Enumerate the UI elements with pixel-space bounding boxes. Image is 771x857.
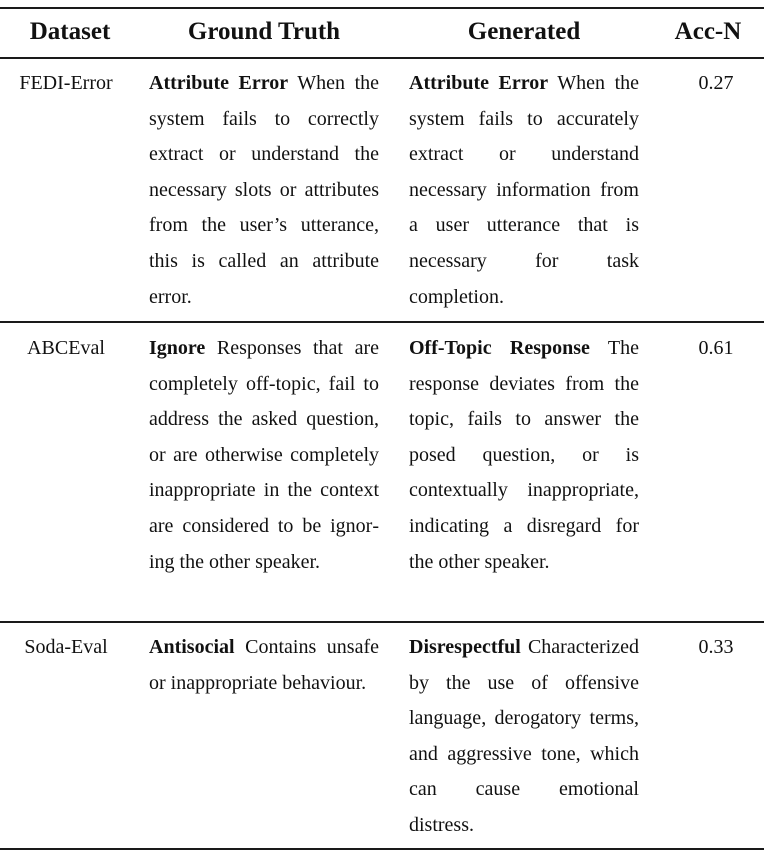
top-rule (0, 7, 764, 9)
ground-truth-definition: Responses that are completely off-topic,… (149, 337, 379, 573)
header-ground-truth: Ground Truth (187, 18, 341, 45)
dataset-cell: FEDI-Error (19, 72, 113, 94)
ground-truth-definition: Contains un­safe or inappropriate be­hav… (149, 636, 379, 694)
ground-truth-cell: Ignore Responses that are completely off… (149, 331, 379, 580)
generated-definition: When the system fails to accu­rately ext… (409, 72, 640, 308)
ground-truth-term: Attribute Error (149, 72, 289, 94)
header-acc-n: Acc-N (674, 18, 742, 45)
acc-n-cell: 0.27 (698, 72, 734, 94)
dataset-cell: ABCEval (27, 337, 105, 359)
ground-truth-definition: When the system fails to cor­rectly extr… (149, 72, 380, 308)
acc-n-cell: 0.33 (698, 636, 734, 658)
header-dataset: Dataset (29, 18, 111, 45)
ground-truth-cell: Attribute Error When the system fails to… (149, 66, 379, 315)
row-rule (0, 321, 764, 323)
generated-definition: The response deviates from the topic, fa… (409, 337, 639, 573)
header-rule (0, 57, 764, 59)
ground-truth-term: Antisocial (149, 636, 235, 658)
dataset-cell: Soda-Eval (24, 636, 108, 658)
bottom-rule (0, 848, 764, 850)
generated-term: Disrespectful (409, 636, 521, 658)
generated-cell: Attribute Error When the system fails to… (409, 66, 639, 315)
generated-definition: Character­ized by the use of offen­sive … (409, 636, 639, 836)
generated-term: Attribute Error (409, 72, 549, 94)
generated-cell: Disrespectful Character­ized by the use … (409, 630, 639, 844)
row-rule (0, 621, 764, 623)
generated-cell: Off-Topic Response The response deviates… (409, 331, 639, 580)
acc-n-cell: 0.61 (698, 337, 734, 359)
ground-truth-term: Ignore (149, 337, 206, 359)
ground-truth-cell: Antisocial Contains un­safe or inappropr… (149, 630, 379, 701)
header-generated: Generated (467, 18, 581, 45)
generated-term: Off-Topic Response (409, 337, 590, 359)
